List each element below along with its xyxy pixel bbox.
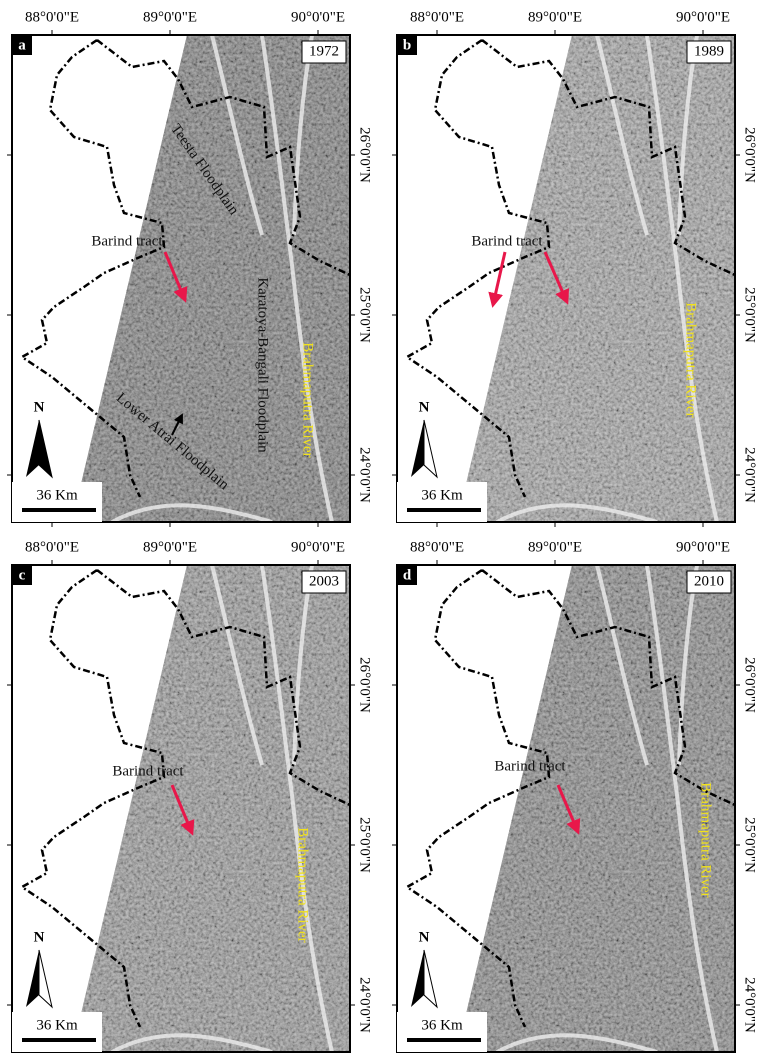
north-arrow-right [424,420,437,477]
satellite-image [397,35,735,522]
lat-label: 24°0'0"N [742,977,758,1033]
river-label: Brahmaputra River [698,782,714,897]
map-panel: 88°0'0"E 89°0'0"E 90°0'0"E 26°0'0"N 25°0'0"N… [392,9,758,527]
figure: 88°0'0"E 89°0'0"E 90°0'0"E 26°0'0"N 25°0'0"N… [0,0,770,1053]
lat-label: 24°0'0"N [357,977,373,1033]
panel-year: 1972 [309,43,339,59]
panel-year: 1989 [694,43,724,59]
region-label: Barind tract [471,233,543,249]
lon-label: 88°0'0"E [25,9,79,25]
region-label: Barind tract [91,233,163,249]
north-arrow-right [424,950,437,1007]
lat-label: 24°0'0"N [742,447,758,503]
panel-year: 2003 [309,573,339,589]
lat-label: 25°0'0"N [742,287,758,343]
satellite-image [397,565,735,1052]
region-label: Barind tract [112,763,184,779]
scale-label: 36 Km [421,487,463,503]
lon-label: 88°0'0"E [410,539,464,555]
north-arrow-right [39,950,52,1007]
river-label: Brahmaputra River [683,302,699,417]
north-letter: N [34,399,45,415]
region-label: Barind tract [494,758,566,774]
panel-letter: c [19,567,26,583]
lon-label: 90°0'0"E [676,539,730,555]
lon-label: 90°0'0"E [676,9,730,25]
scale-label: 36 Km [421,1017,463,1033]
lon-label: 90°0'0"E [291,9,345,25]
lat-label: 24°0'0"N [357,447,373,503]
lon-label: 89°0'0"E [528,539,582,555]
lon-label: 88°0'0"E [410,9,464,25]
north-arrow-left [26,950,39,1007]
north-arrow-right [39,420,52,477]
panel-letter: b [403,37,411,53]
lon-label: 89°0'0"E [143,9,197,25]
scale-label: 36 Km [36,1017,78,1033]
map-panel: 88°0'0"E 89°0'0"E 90°0'0"E 26°0'0"N 25°0'0"N… [7,9,373,527]
lat-label: 26°0'0"N [357,127,373,183]
image-texture [397,35,735,522]
region-label: Karatoya-Bangali Floodplain [255,277,271,453]
north-letter: N [34,929,45,945]
north-arrow-left [411,950,424,1007]
lat-label: 26°0'0"N [357,657,373,713]
lat-label: 25°0'0"N [742,817,758,873]
north-arrow-left [411,420,424,477]
lon-label: 89°0'0"E [528,9,582,25]
lat-label: 26°0'0"N [742,657,758,713]
lat-label: 25°0'0"N [357,287,373,343]
river-label: Brahmaputra River [300,342,316,457]
panel-letter: a [18,37,26,53]
river-label: Brahmaputra River [295,827,311,942]
lon-label: 89°0'0"E [143,539,197,555]
north-arrow-left [26,420,39,477]
map-panel: 88°0'0"E 89°0'0"E 90°0'0"E 26°0'0"N 25°0'0"N… [392,539,758,1053]
lat-label: 26°0'0"N [742,127,758,183]
north-letter: N [419,399,430,415]
lon-label: 90°0'0"E [291,539,345,555]
red-arrow [493,252,505,305]
lon-label: 88°0'0"E [25,539,79,555]
north-letter: N [419,929,430,945]
panel-letter: d [403,567,412,583]
map-panel: 88°0'0"E 89°0'0"E 90°0'0"E 26°0'0"N 25°0'0"N… [7,539,373,1053]
panel-year: 2010 [694,573,724,589]
scale-label: 36 Km [36,487,78,503]
lat-label: 25°0'0"N [357,817,373,873]
image-texture [397,565,735,1052]
